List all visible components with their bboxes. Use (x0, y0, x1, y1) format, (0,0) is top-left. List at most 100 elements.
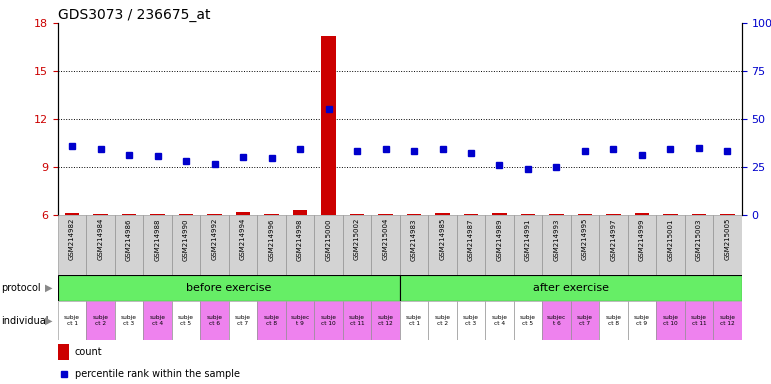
Text: subje
ct 1: subje ct 1 (64, 315, 80, 326)
Bar (577, 214, 592, 215)
Bar (150, 214, 165, 215)
Text: subje
ct 1: subje ct 1 (406, 315, 422, 326)
Bar (143, 215, 172, 275)
Text: GSM214983: GSM214983 (411, 218, 417, 260)
Bar (663, 214, 678, 215)
Text: subje
ct 2: subje ct 2 (93, 315, 109, 326)
Bar (713, 301, 742, 340)
Bar (115, 301, 143, 340)
Text: GSM214995: GSM214995 (582, 218, 588, 260)
Text: subje
ct 9: subje ct 9 (634, 315, 650, 326)
Bar (286, 301, 315, 340)
Text: subje
ct 5: subje ct 5 (178, 315, 194, 326)
Bar (656, 215, 685, 275)
Text: GSM214992: GSM214992 (211, 218, 217, 260)
Bar (58, 344, 69, 360)
Bar (399, 215, 428, 275)
Bar (407, 214, 421, 215)
Bar (456, 301, 485, 340)
Text: GSM214993: GSM214993 (554, 218, 560, 260)
Text: GSM215000: GSM215000 (325, 218, 332, 260)
Text: subje
ct 4: subje ct 4 (150, 315, 166, 326)
Bar (521, 214, 535, 215)
Text: GSM214999: GSM214999 (639, 218, 645, 260)
Text: GSM214997: GSM214997 (611, 218, 617, 260)
Bar (258, 301, 286, 340)
Text: subje
ct 4: subje ct 4 (491, 315, 507, 326)
Bar (464, 214, 478, 215)
Text: subje
ct 3: subje ct 3 (463, 315, 479, 326)
Bar (343, 301, 372, 340)
Bar (172, 215, 200, 275)
Text: GSM215001: GSM215001 (668, 218, 673, 260)
Bar (599, 215, 628, 275)
Bar (293, 210, 307, 215)
Bar (207, 214, 222, 215)
Bar (93, 214, 108, 215)
Bar (571, 215, 599, 275)
Text: GSM214987: GSM214987 (468, 218, 474, 260)
Bar (258, 215, 286, 275)
Text: subjec
t 6: subjec t 6 (547, 315, 566, 326)
Bar (115, 215, 143, 275)
Bar (58, 275, 399, 301)
Text: GSM214990: GSM214990 (183, 218, 189, 260)
Bar (635, 214, 649, 215)
Text: subje
ct 7: subje ct 7 (235, 315, 251, 326)
Text: percentile rank within the sample: percentile rank within the sample (75, 369, 240, 379)
Bar (713, 215, 742, 275)
Bar (200, 301, 229, 340)
Bar (692, 214, 706, 215)
Bar (656, 301, 685, 340)
Bar (122, 214, 136, 215)
Text: subje
ct 12: subje ct 12 (719, 315, 736, 326)
Text: GSM215005: GSM215005 (725, 218, 730, 260)
Bar (720, 214, 735, 215)
Bar (485, 215, 513, 275)
Text: GDS3073 / 236675_at: GDS3073 / 236675_at (58, 8, 210, 22)
Bar (264, 214, 278, 215)
Bar (58, 215, 86, 275)
Bar (685, 215, 713, 275)
Bar (513, 301, 542, 340)
Bar (286, 215, 315, 275)
Bar (542, 215, 571, 275)
Bar (236, 212, 250, 215)
Text: ▶: ▶ (45, 283, 52, 293)
Text: count: count (75, 347, 103, 357)
Text: subje
ct 8: subje ct 8 (264, 315, 280, 326)
Bar (322, 36, 335, 215)
Text: subje
ct 11: subje ct 11 (349, 315, 365, 326)
Bar (628, 301, 656, 340)
Text: subje
ct 2: subje ct 2 (435, 315, 450, 326)
Text: ▶: ▶ (45, 316, 52, 326)
Bar (399, 301, 428, 340)
Text: GSM214996: GSM214996 (268, 218, 274, 260)
Text: GSM214984: GSM214984 (98, 218, 103, 260)
Text: GSM215003: GSM215003 (696, 218, 702, 260)
Bar (513, 215, 542, 275)
Text: after exercise: after exercise (533, 283, 609, 293)
Bar (599, 301, 628, 340)
Bar (86, 301, 115, 340)
Bar (350, 214, 364, 215)
Text: subje
ct 10: subje ct 10 (662, 315, 678, 326)
Bar (229, 301, 258, 340)
Text: protocol: protocol (2, 283, 41, 293)
Bar (143, 301, 172, 340)
Text: GSM215002: GSM215002 (354, 218, 360, 260)
Text: subje
ct 7: subje ct 7 (577, 315, 593, 326)
Bar (606, 214, 621, 215)
Bar (58, 301, 86, 340)
Bar (372, 215, 399, 275)
Bar (229, 215, 258, 275)
Bar (172, 301, 200, 340)
Bar (65, 214, 79, 215)
Bar (379, 214, 392, 215)
Bar (428, 215, 456, 275)
Bar (200, 215, 229, 275)
Text: subje
ct 12: subje ct 12 (378, 315, 393, 326)
Text: before exercise: before exercise (186, 283, 271, 293)
Bar (628, 215, 656, 275)
Text: GSM214988: GSM214988 (154, 218, 160, 260)
